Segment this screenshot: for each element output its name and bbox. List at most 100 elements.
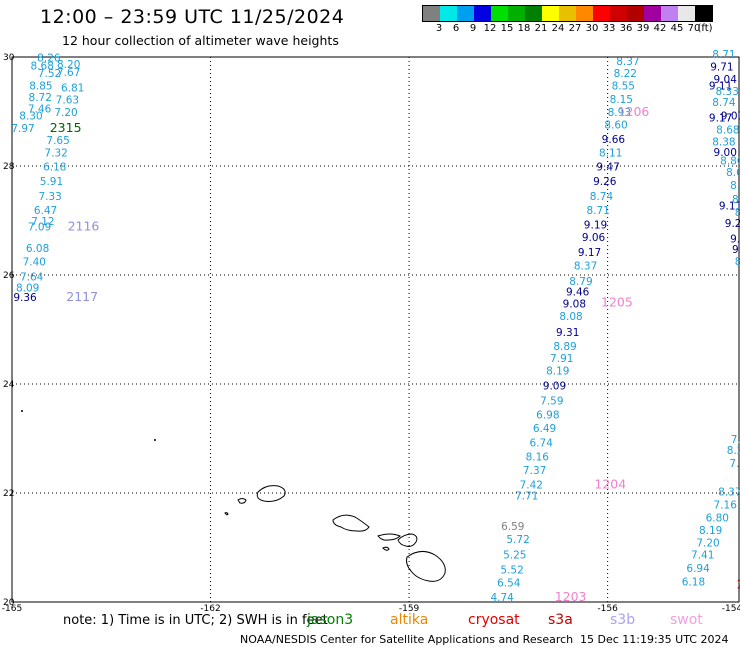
legend-swatch	[661, 6, 678, 21]
wave-height-value: 7.71	[515, 491, 538, 503]
wave-height-value: 8.72	[29, 92, 52, 104]
legend-tick-label: 36	[619, 23, 633, 34]
wave-height-value: 4.74	[490, 592, 514, 604]
mission-label-altika: altika	[390, 612, 429, 628]
wave-height-value: 9.36	[13, 292, 37, 304]
pass-time-label: 20	[737, 576, 740, 591]
legend-swatch	[474, 6, 491, 21]
wave-height-value: 7.09	[28, 221, 51, 233]
latitude-tick-label: 30	[3, 53, 15, 63]
legend-swatch	[627, 6, 644, 21]
wave-height-value: 8.15	[610, 94, 633, 106]
wave-height-value: 5.72	[506, 534, 529, 546]
wave-height-value: 8.68	[31, 61, 54, 73]
mission-label-s3b: s3b	[610, 612, 636, 628]
wave-height-value: 9.71	[710, 62, 733, 74]
longitude-tick-label: -162	[200, 604, 220, 614]
wave-height-value: 7.57	[729, 458, 740, 470]
wave-height-value: 8.89	[553, 341, 576, 353]
wave-height-value: 8.85	[29, 81, 52, 93]
wave-height-value: 6.81	[61, 82, 84, 94]
wave-height-value: 8.55	[612, 81, 635, 93]
wave-height-value: 8.71	[712, 49, 735, 61]
legend-swatch	[457, 6, 474, 21]
wave-height-value: 7.3	[731, 434, 740, 446]
legend-tick-label: 27	[568, 23, 582, 34]
wave-height-value: 7.63	[56, 94, 79, 106]
legend-swatch	[593, 6, 610, 21]
wave-height-value: 8.30	[19, 111, 42, 123]
wave-height-value: 7.97	[11, 123, 34, 135]
wave-height-value: 9.31	[556, 327, 579, 339]
wave-height-value: 8.33	[716, 86, 739, 98]
island-outline	[406, 551, 446, 582]
wave-height-value: 7.33	[38, 191, 61, 203]
wave-height-value: 8.35	[735, 207, 740, 219]
wave-height-value: 6.18	[682, 577, 705, 589]
longitude-tick-label: -165	[2, 604, 22, 614]
wave-height-value: 6.94	[686, 563, 710, 575]
wave-height-value: 6.59	[501, 521, 524, 533]
wave-height-value: 8.68	[716, 124, 739, 136]
legend-tick-label: 24	[551, 23, 565, 34]
pass-time-label: 1205	[601, 295, 633, 310]
wave-height-value: 9.04	[714, 74, 738, 86]
wave-height-value: 9.24	[725, 218, 740, 230]
legend-tick-label: 42	[653, 23, 667, 34]
wave-height-value: 6.47	[34, 205, 57, 217]
latitude-tick-label: 28	[3, 162, 15, 172]
wave-height-value: 9.07	[721, 111, 740, 123]
wave-height-value: 6.80	[706, 512, 729, 524]
wave-height-value: 8.28	[727, 445, 740, 457]
wave-height-value: 9.09	[543, 380, 566, 392]
legend-tick-label: 21	[534, 23, 548, 34]
wave-height-value: 8.08	[730, 180, 740, 192]
wave-height-value: 8.79	[569, 276, 592, 288]
wave-height-value: 5.52	[500, 565, 523, 577]
wave-height-value: 7.59	[540, 396, 563, 408]
pass-time-label: 1206	[618, 104, 650, 119]
wave-height-value: 6.74	[530, 438, 554, 450]
mission-label-swot: swot	[670, 612, 703, 628]
pass-time-label: 1203	[555, 589, 587, 604]
legend-swatch	[508, 6, 525, 21]
page-subtitle: 12 hour collection of altimeter wave hei…	[62, 33, 339, 48]
latitude-tick-label: 22	[3, 489, 14, 499]
legend-tick-label: 15	[500, 23, 514, 34]
map-frame	[11, 56, 740, 603]
mission-label-jason3: jason3	[307, 612, 354, 628]
wave-height-value: 8.16	[526, 451, 550, 463]
wave-height-value: 6.08	[26, 243, 49, 255]
wave-height-value: 7.20	[54, 107, 77, 119]
wave-height-value: 8.20	[57, 59, 80, 71]
longitude-tick-label: -154	[722, 604, 740, 614]
wave-height-legend: 3 6 9 12 15 18 21 24 27 30 33 36 39 42 45 70 (ft)	[422, 5, 713, 34]
wave-height-value: 9.11	[709, 81, 732, 93]
wave-height-value: 8.80	[720, 155, 740, 167]
island-outline	[332, 514, 370, 532]
wave-height-value: 7.41	[691, 549, 714, 561]
wave-height-value: 8.60	[604, 119, 627, 131]
wave-height-value: 8.09	[16, 282, 39, 294]
wave-height-value: 8.08	[559, 311, 582, 323]
wave-height-value: 8.26	[37, 52, 61, 64]
wave-height-value: 9.17	[578, 247, 601, 259]
wave-height-value: 7.20	[696, 537, 719, 549]
legend-swatch	[678, 6, 695, 21]
wave-height-value: 9.17	[709, 112, 732, 124]
wave-height-value: 9.00	[714, 147, 737, 159]
legend-swatch	[525, 6, 542, 21]
latitude-tick-label: 20	[3, 598, 15, 608]
wave-height-value: 7.12	[31, 216, 54, 228]
legend-swatch	[559, 6, 576, 21]
wave-height-value: 6.54	[497, 578, 521, 590]
legend-unit-label: (ft)	[697, 23, 713, 34]
wave-height-value: 8.19	[546, 366, 569, 378]
wave-height-value: 9.06	[582, 232, 606, 244]
wave-height-value: 8.11	[599, 148, 622, 160]
wave-height-value: 8.74	[590, 191, 614, 203]
wave-height-value: 7.32	[44, 148, 67, 160]
wave-height-value: 6.49	[533, 423, 556, 435]
legend-tick-label: 39	[636, 23, 650, 34]
wave-height-value: 8.74	[712, 97, 736, 109]
